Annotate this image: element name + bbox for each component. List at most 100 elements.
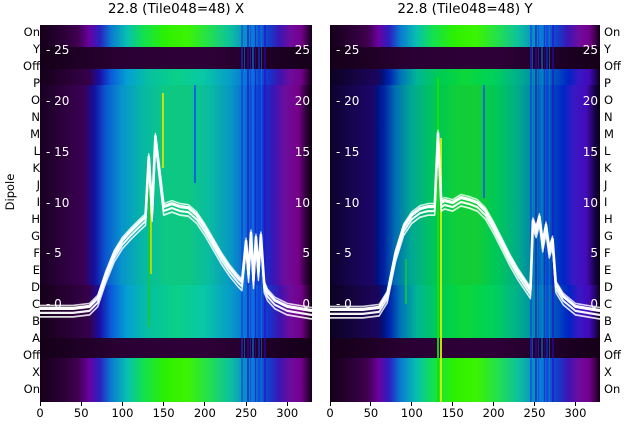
heatmap-row bbox=[40, 357, 312, 402]
heatmap-image-x bbox=[40, 25, 312, 402]
heatmap-streak bbox=[147, 175, 150, 327]
x-tick-mark bbox=[411, 402, 413, 406]
y-category-label: M bbox=[604, 127, 614, 141]
trace-line bbox=[40, 132, 312, 309]
heatmap-streak bbox=[241, 25, 244, 402]
heatmap-streak bbox=[537, 25, 539, 402]
heatmap-streak bbox=[483, 85, 485, 199]
x-tick: 250 bbox=[226, 402, 266, 420]
heatmap-streak bbox=[260, 25, 262, 402]
heatmap-row bbox=[40, 123, 312, 166]
heatmap-streak bbox=[535, 25, 538, 402]
x-tick-mark bbox=[574, 402, 576, 406]
heatmap-streak bbox=[252, 25, 255, 402]
heatmap-streak bbox=[437, 77, 440, 402]
heatmap-streak bbox=[543, 25, 545, 402]
x-tick-label: 200 bbox=[482, 406, 505, 420]
y-category-label: Off bbox=[604, 59, 621, 73]
y-category-label: On bbox=[604, 25, 621, 39]
x-tick-mark bbox=[534, 402, 536, 406]
x-tick-mark bbox=[452, 402, 454, 406]
y-category-label: A bbox=[32, 331, 40, 345]
x-tick-label: 50 bbox=[363, 406, 379, 420]
panel-title-right: 22.8 (Tile048=48) Y bbox=[397, 1, 533, 17]
heatmap-streak bbox=[161, 92, 164, 169]
y-tick-label: - 20 bbox=[46, 93, 70, 108]
overlay-trace-x bbox=[40, 132, 312, 320]
y-tick-label: 5 bbox=[590, 246, 598, 261]
y-category-label: D bbox=[604, 280, 613, 294]
x-tick-label: 0 bbox=[36, 406, 44, 420]
y-category-label: L bbox=[604, 144, 611, 158]
y-category-label: X bbox=[32, 365, 40, 379]
heatmap-panel-y[interactable]: - 25 25 - 20 20 - 15 15 - 10 10 - 5 5 - 0 0 bbox=[330, 25, 600, 402]
x-tick-label: 250 bbox=[235, 406, 258, 420]
y-category-label: E bbox=[32, 263, 40, 277]
y-category-label: Off bbox=[23, 348, 40, 362]
x-tick-mark bbox=[163, 402, 165, 406]
x-tick-label: 300 bbox=[564, 406, 587, 420]
y-tick-label: - 10 bbox=[336, 195, 360, 210]
overlay-trace-y bbox=[330, 129, 600, 320]
heatmap-row bbox=[40, 164, 312, 207]
y-category-labels-left: On Y Off P O N M L K J I H G F E D C B A Off X On bbox=[6, 25, 40, 402]
y-tick-label: - 20 bbox=[336, 93, 360, 108]
x-axis-right: 0 50 100 150 200 250 300 bbox=[326, 402, 600, 436]
x-tick: 100 bbox=[102, 402, 142, 420]
heatmap-image-y bbox=[330, 25, 600, 402]
y-category-label: G bbox=[31, 229, 40, 243]
heatmap-row bbox=[330, 205, 600, 249]
x-tick-mark bbox=[204, 402, 206, 406]
y-tick-label: - 0 bbox=[46, 297, 62, 312]
heatmap-streak bbox=[532, 25, 534, 402]
heatmap-streak bbox=[263, 25, 266, 402]
y-category-label: F bbox=[33, 246, 40, 260]
y-tick-label: 0 bbox=[302, 297, 310, 312]
heatmap-streak bbox=[150, 190, 153, 274]
heatmap-streak bbox=[405, 258, 408, 304]
x-tick: 100 bbox=[392, 402, 432, 420]
y-tick-label: 20 bbox=[294, 93, 310, 108]
heatmap-streak bbox=[255, 25, 257, 402]
x-tick-label: 150 bbox=[152, 406, 175, 420]
x-tick-label: 300 bbox=[276, 406, 299, 420]
y-tick-label: 15 bbox=[294, 144, 310, 159]
x-tick: 200 bbox=[474, 402, 514, 420]
x-tick-mark bbox=[80, 402, 82, 406]
y-category-label: H bbox=[31, 212, 40, 226]
y-category-label: B bbox=[604, 314, 612, 328]
y-tick-label: - 25 bbox=[336, 42, 360, 57]
y-tick-label: - 0 bbox=[336, 297, 352, 312]
y-category-label: C bbox=[31, 297, 40, 311]
y-category-label: I bbox=[36, 195, 40, 209]
y-category-label: H bbox=[604, 212, 613, 226]
x-tick-label: 100 bbox=[111, 406, 134, 420]
y-category-label: B bbox=[32, 314, 40, 328]
x-tick-mark bbox=[121, 402, 123, 406]
y-category-label: I bbox=[604, 195, 608, 209]
heatmap-streak bbox=[551, 25, 554, 402]
heatmap-panel-x[interactable]: - 25 25 - 20 20 - 15 15 - 10 10 - 5 5 - 0 0 bbox=[40, 25, 312, 402]
x-tick-label: 150 bbox=[441, 406, 464, 420]
heatmap-streak bbox=[546, 25, 549, 402]
panel-title-left: 22.8 (Tile048=48) X bbox=[107, 1, 245, 17]
y-tick-label: 25 bbox=[294, 42, 310, 57]
y-category-label: J bbox=[604, 178, 608, 192]
heatmap-row bbox=[330, 357, 600, 402]
trace-line bbox=[40, 139, 312, 317]
x-tick: 250 bbox=[515, 402, 555, 420]
y-tick-label: - 5 bbox=[46, 246, 62, 261]
trace-line bbox=[330, 129, 600, 309]
heatmap-row bbox=[40, 247, 312, 286]
y-category-label: X bbox=[604, 365, 612, 379]
x-tick: 0 bbox=[310, 402, 350, 420]
y-tick-label: - 5 bbox=[336, 246, 352, 261]
x-axis-left: 0 50 100 150 200 250 300 bbox=[36, 402, 312, 436]
y-category-label: Off bbox=[23, 59, 40, 73]
y-category-label: K bbox=[32, 161, 40, 175]
trace-line bbox=[40, 134, 312, 313]
y-tick-label: - 15 bbox=[336, 144, 360, 159]
y-category-label: Y bbox=[604, 42, 612, 56]
x-tick: 50 bbox=[351, 402, 391, 420]
